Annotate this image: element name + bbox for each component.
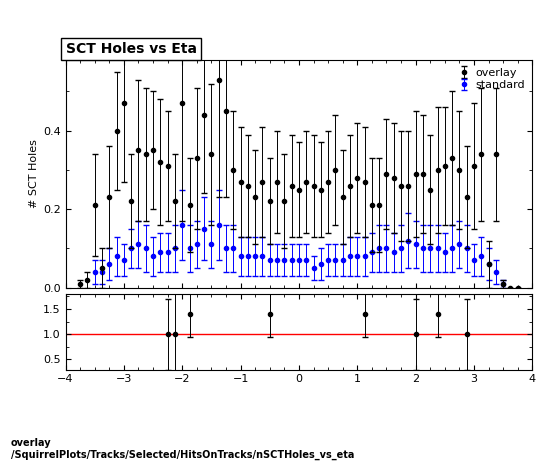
Y-axis label: # SCT Holes: # SCT Holes (29, 140, 39, 208)
Text: overlay
/SquirrelPlots/Tracks/Selected/HitsOnTracks/nSCTHoles_vs_eta: overlay /SquirrelPlots/Tracks/Selected/H… (11, 438, 354, 460)
Legend: overlay, standard: overlay, standard (455, 66, 527, 92)
Text: SCT Holes vs Eta: SCT Holes vs Eta (66, 42, 197, 56)
